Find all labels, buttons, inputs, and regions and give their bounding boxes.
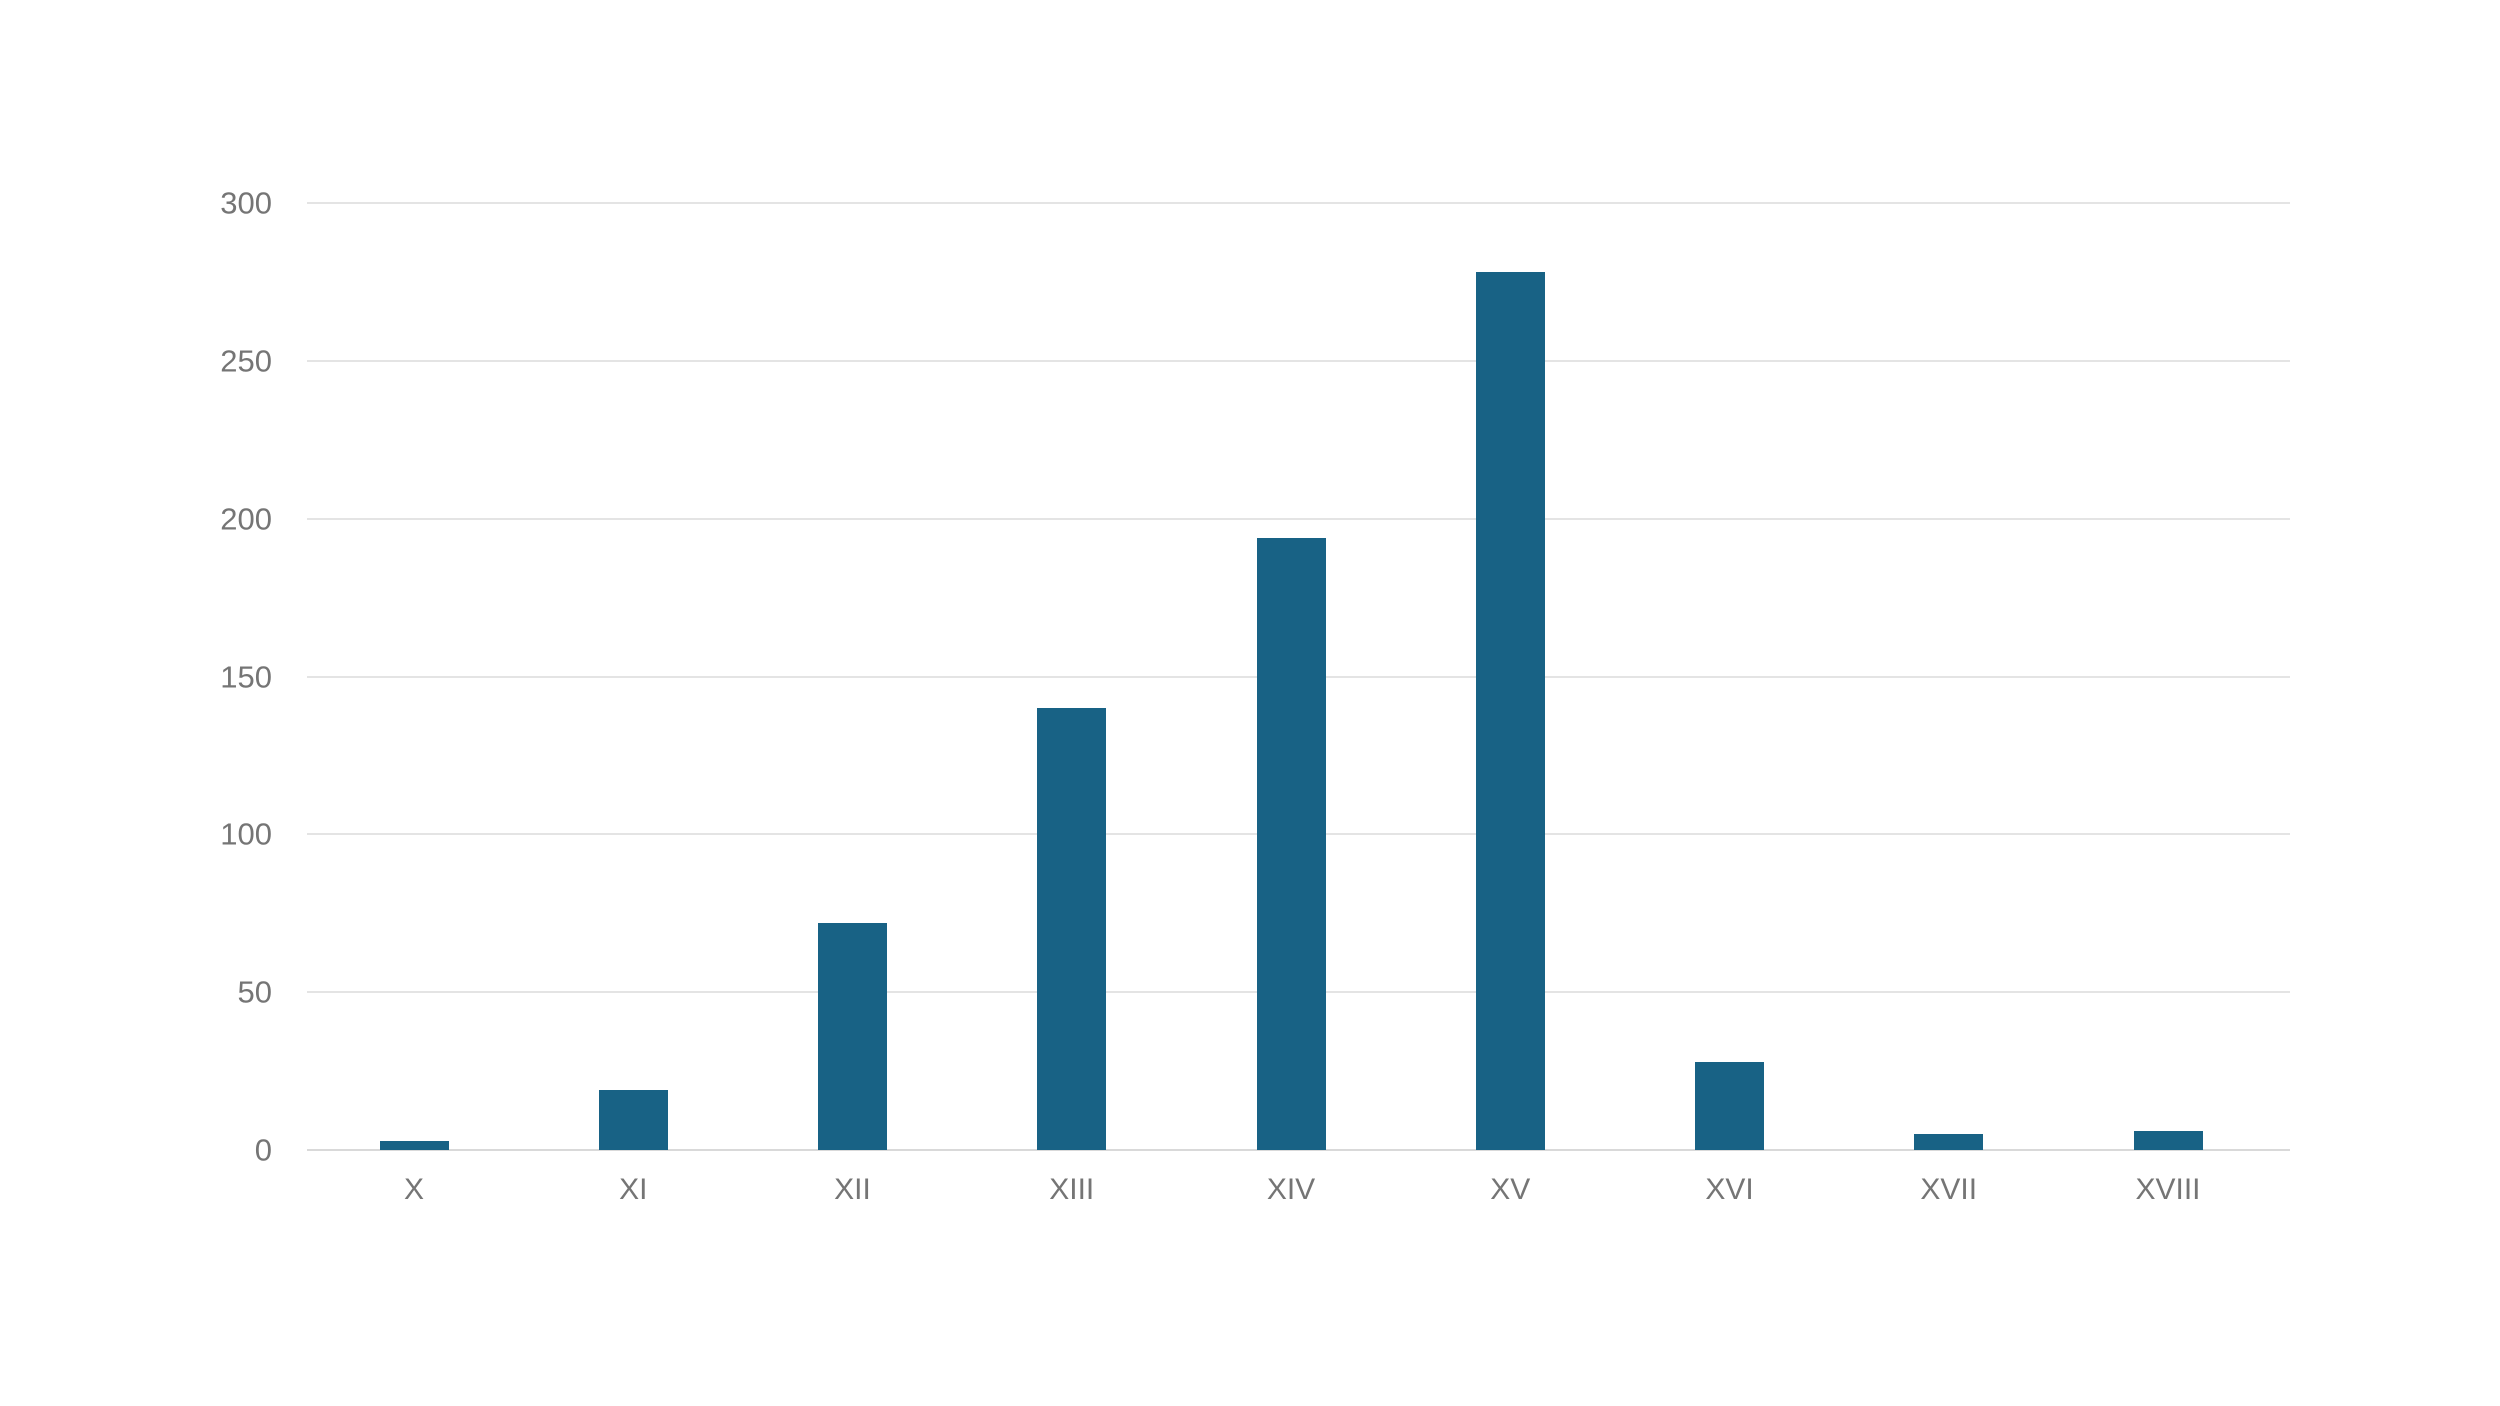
y-axis-tick-label: 200 [220,501,272,537]
y-axis-tick-label: 100 [220,816,272,852]
plot-area: 0 50 100 150 200 250 300 X XI XII XIII XIV XV XVI XVII… [220,188,2290,1205]
x-axis-tick-label: XII [834,1173,871,1206]
y-axis-tick-label: 50 [237,974,272,1010]
bar-xiv [1256,537,1326,1150]
bar-xviii [2133,1131,2203,1150]
bar-xi [598,1090,668,1150]
bar-xvii [1914,1134,1984,1150]
x-axis-baseline [307,1149,2290,1151]
x-axis-tick-label: XVI [1705,1173,1754,1206]
x-axis-tick-label: XVIII [2135,1173,2201,1206]
x-axis-tick-label: X [403,1173,425,1206]
bar-xv [1475,272,1545,1150]
gridline-y200 [307,517,2290,520]
y-axis-tick-label: 250 [220,343,272,379]
y-axis-tick-label: 300 [220,185,272,221]
x-axis-tick-label: XI [619,1173,648,1206]
bar-xiii [1037,708,1107,1150]
bar-xii [818,922,887,1150]
x-axis-tick-label: XV [1490,1173,1531,1206]
gridline-y300 [307,202,2290,204]
y-axis-tick-label: 150 [220,659,272,694]
gridline-y250 [307,359,2290,362]
y-axis-tick-label: 0 [254,1132,272,1168]
bar-xvi [1695,1061,1764,1150]
x-axis-tick-label: XIII [1049,1173,1095,1206]
bar-x [379,1140,449,1150]
x-axis-tick-label: XVII [1920,1173,1978,1206]
x-axis-tick-label: XIV [1266,1173,1316,1206]
